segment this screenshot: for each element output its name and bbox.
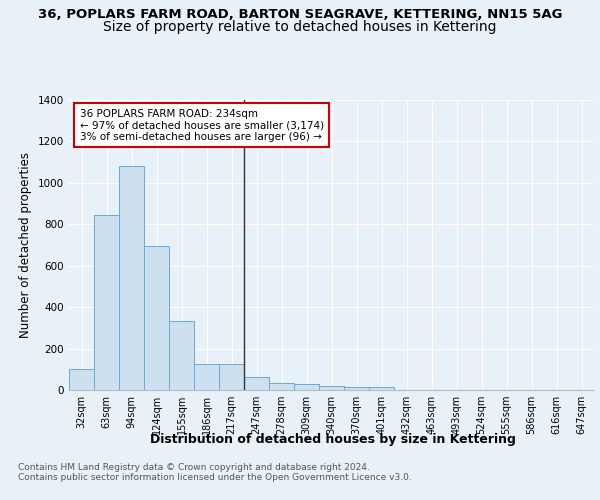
Bar	[194, 364, 219, 390]
Text: 36 POPLARS FARM ROAD: 234sqm
← 97% of detached houses are smaller (3,174)
3% of : 36 POPLARS FARM ROAD: 234sqm ← 97% of de…	[79, 108, 323, 142]
Bar	[169, 320, 194, 390]
Text: 36, POPLARS FARM ROAD, BARTON SEAGRAVE, KETTERING, NN15 5AG: 36, POPLARS FARM ROAD, BARTON SEAGRAVE, …	[38, 8, 562, 20]
Bar	[119, 166, 144, 390]
Text: Distribution of detached houses by size in Kettering: Distribution of detached houses by size …	[150, 432, 516, 446]
Bar	[319, 386, 344, 390]
Bar	[369, 387, 394, 390]
Bar	[294, 384, 319, 390]
Y-axis label: Number of detached properties: Number of detached properties	[19, 152, 32, 338]
Text: Size of property relative to detached houses in Kettering: Size of property relative to detached ho…	[103, 20, 497, 34]
Text: Contains HM Land Registry data © Crown copyright and database right 2024.
Contai: Contains HM Land Registry data © Crown c…	[18, 462, 412, 482]
Bar	[219, 364, 244, 390]
Bar	[269, 383, 294, 390]
Bar	[69, 370, 94, 390]
Bar	[244, 376, 269, 390]
Bar	[344, 387, 369, 390]
Bar	[144, 246, 169, 390]
Bar	[94, 215, 119, 390]
